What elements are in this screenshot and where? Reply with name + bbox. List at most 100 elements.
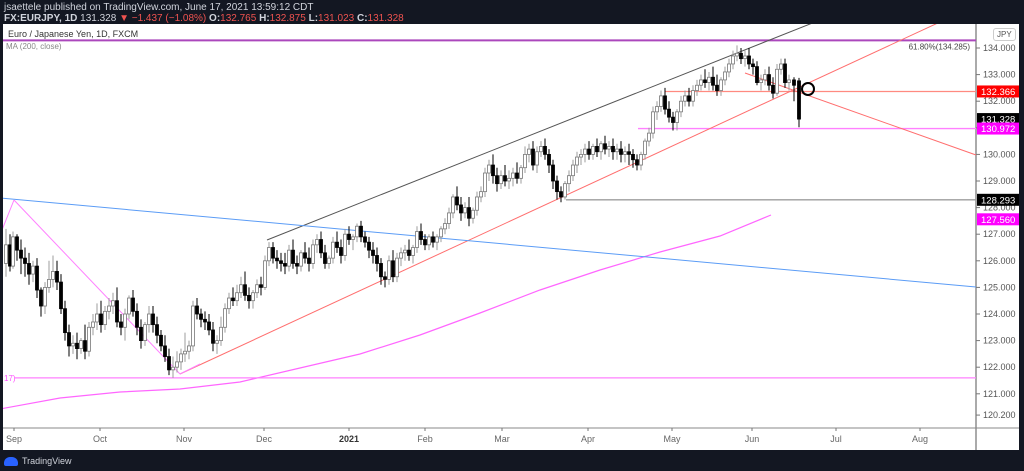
ma200-line[interactable]	[3, 214, 772, 410]
candle-body[interactable]	[599, 143, 603, 153]
candle-body[interactable]	[59, 281, 63, 310]
candle-body[interactable]	[595, 146, 599, 153]
candle-body[interactable]	[495, 175, 499, 185]
candle-body[interactable]	[639, 153, 643, 166]
candle-body[interactable]	[235, 292, 239, 302]
candle-body[interactable]	[587, 148, 591, 155]
candle-body[interactable]	[439, 228, 443, 238]
candle-body[interactable]	[71, 342, 75, 347]
candle-body[interactable]	[703, 79, 707, 83]
candle-body[interactable]	[247, 294, 251, 302]
candle-body[interactable]	[539, 146, 543, 153]
candle-body[interactable]	[375, 255, 379, 264]
candle-body[interactable]	[379, 263, 383, 278]
candle-body[interactable]	[127, 297, 131, 315]
candle-body[interactable]	[67, 332, 71, 347]
candle-body[interactable]	[403, 249, 407, 254]
candle-body[interactable]	[459, 204, 463, 214]
candle-body[interactable]	[95, 313, 99, 323]
candle-body[interactable]	[51, 271, 55, 280]
candle-body[interactable]	[311, 244, 315, 264]
candle-body[interactable]	[155, 324, 159, 336]
candle-body[interactable]	[207, 321, 211, 331]
candle-body[interactable]	[99, 313, 103, 326]
candle-body[interactable]	[263, 260, 267, 288]
candle-body[interactable]	[751, 63, 755, 68]
candle-body[interactable]	[163, 345, 167, 357]
candle-body[interactable]	[43, 286, 47, 307]
candle-body[interactable]	[395, 257, 399, 278]
candle-body[interactable]	[315, 239, 319, 246]
blue-trend-trendline[interactable]	[3, 197, 977, 288]
candle-body[interactable]	[443, 223, 447, 230]
candle-body[interactable]	[571, 164, 575, 177]
candle-body[interactable]	[747, 55, 751, 65]
candle-body[interactable]	[619, 148, 623, 155]
candle-body[interactable]	[759, 79, 763, 83]
candle-body[interactable]	[431, 236, 435, 243]
candle-body[interactable]	[435, 236, 439, 243]
candle-body[interactable]	[139, 326, 143, 341]
candle-body[interactable]	[611, 146, 615, 153]
candle-body[interactable]	[547, 153, 551, 166]
candle-body[interactable]	[415, 231, 419, 248]
candle-body[interactable]	[527, 148, 531, 155]
candle-body[interactable]	[659, 95, 663, 107]
candle-body[interactable]	[531, 148, 535, 166]
candle-body[interactable]	[299, 252, 303, 267]
candle-body[interactable]	[191, 305, 195, 347]
candle-body[interactable]	[555, 180, 559, 193]
candle-body[interactable]	[143, 324, 147, 342]
candle-body[interactable]	[323, 252, 327, 264]
candle-body[interactable]	[115, 300, 119, 323]
candle-body[interactable]	[363, 236, 367, 243]
candle-body[interactable]	[679, 100, 683, 113]
candle-body[interactable]	[707, 76, 711, 83]
candle-body[interactable]	[651, 111, 655, 134]
candle-body[interactable]	[411, 247, 415, 256]
candle-body[interactable]	[203, 318, 207, 323]
candle-body[interactable]	[731, 55, 735, 65]
candle-body[interactable]	[179, 353, 183, 363]
candle-body[interactable]	[123, 313, 127, 328]
candle-body[interactable]	[675, 111, 679, 123]
candle-body[interactable]	[419, 231, 423, 240]
candle-body[interactable]	[255, 284, 259, 294]
candle-body[interactable]	[83, 340, 87, 352]
candle-body[interactable]	[219, 326, 223, 341]
candle-body[interactable]	[103, 310, 107, 326]
candle-body[interactable]	[691, 90, 695, 102]
candle-body[interactable]	[39, 289, 43, 307]
candle-body[interactable]	[775, 68, 779, 94]
candle-body[interactable]	[647, 132, 651, 142]
candle-body[interactable]	[792, 79, 796, 86]
candle-body[interactable]	[515, 172, 519, 179]
price-chart[interactable]: 134.000133.000132.000131.000130.000129.0…	[3, 24, 1019, 450]
candle-body[interactable]	[579, 153, 583, 158]
candle-body[interactable]	[327, 257, 331, 264]
candle-body[interactable]	[91, 321, 95, 328]
candle-body[interactable]	[19, 249, 23, 259]
candle-body[interactable]	[479, 191, 483, 198]
candle-body[interactable]	[663, 95, 667, 110]
candle-body[interactable]	[135, 310, 139, 328]
candle-body[interactable]	[783, 63, 787, 83]
candle-body[interactable]	[519, 167, 523, 179]
candle-body[interactable]	[455, 196, 459, 206]
candle-body[interactable]	[287, 249, 291, 267]
candle-body[interactable]	[797, 80, 801, 120]
candle-body[interactable]	[667, 108, 671, 118]
candle-body[interactable]	[723, 71, 727, 81]
candle-body[interactable]	[407, 249, 411, 256]
candle-body[interactable]	[319, 239, 323, 254]
candle-body[interactable]	[583, 148, 587, 155]
candle-body[interactable]	[551, 164, 555, 182]
pink-zigzag-2-trendline[interactable]	[13, 199, 181, 375]
candle-body[interactable]	[4, 244, 8, 264]
candle-body[interactable]	[167, 356, 171, 371]
lower-channel-trendline[interactable]	[179, 24, 940, 375]
candle-body[interactable]	[131, 297, 135, 312]
candle-body[interactable]	[243, 284, 247, 296]
candle-body[interactable]	[119, 321, 123, 328]
upper-channel-trendline[interactable]	[266, 24, 815, 241]
